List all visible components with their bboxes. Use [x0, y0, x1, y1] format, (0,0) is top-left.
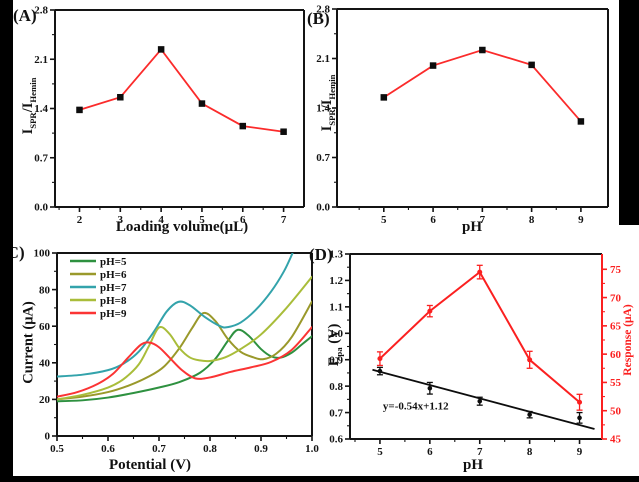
- legend-label: pH=9: [100, 308, 127, 320]
- panel-c-chart: 0.5 0.6 0.7 0.8 0.9 1.0020406080100pH=5pH=6pH…: [34, 248, 320, 455]
- svg-text:2.1: 2.1: [34, 54, 48, 66]
- svg-text:2.1: 2.1: [316, 53, 330, 65]
- curve-pH=7: [57, 253, 294, 378]
- svg-text:1.3: 1.3: [329, 249, 343, 261]
- svg-text:1.4: 1.4: [316, 103, 330, 115]
- curve-pH=9: [57, 326, 312, 398]
- svg-text:5: 5: [381, 214, 387, 226]
- svg-text:6: 6: [430, 214, 436, 226]
- svg-text:100: 100: [34, 248, 51, 260]
- legend-label: pH=7: [100, 282, 127, 294]
- panel-d-yaxis-title: Epa (V): [326, 323, 344, 367]
- series-ISPR/IHemin vs pH: [380, 46, 585, 125]
- svg-text:0.7: 0.7: [329, 407, 343, 419]
- svg-text:8: 8: [527, 446, 533, 458]
- svg-text:70: 70: [610, 292, 622, 304]
- svg-text:40: 40: [39, 358, 51, 370]
- curve-pH=8: [57, 275, 312, 401]
- panel-c-yaxis-title: Current (μA): [20, 301, 37, 384]
- legend-label: pH=5: [100, 256, 127, 268]
- panel-d-y2axis-title: Response (μA): [622, 304, 634, 376]
- curves: [57, 253, 312, 403]
- axes-B: 5 6 7 8 9 0.0 0.7 1.4 2.1 2.8: [316, 4, 609, 226]
- svg-text:8: 8: [529, 214, 535, 226]
- svg-text:6: 6: [427, 446, 433, 458]
- svg-text:1.0: 1.0: [329, 328, 343, 340]
- series-Response (μA): [376, 264, 583, 411]
- panel-a-label: (A): [13, 6, 37, 25]
- svg-text:55: 55: [610, 377, 622, 389]
- svg-text:1.2: 1.2: [329, 275, 343, 287]
- svg-text:0.9: 0.9: [329, 354, 343, 366]
- svg-text:2.8: 2.8: [316, 4, 330, 16]
- svg-text:0.8: 0.8: [203, 443, 217, 455]
- svg-text:2: 2: [77, 214, 83, 226]
- panel-d-chart: 5 6 7 8 9 0.6 0.7 0.8 0.9 1.0 1.1 1.2 1.3 45 50 55 60 65 7…: [329, 249, 621, 458]
- curve-pH=6: [57, 300, 312, 401]
- fit-line: [372, 368, 595, 430]
- svg-text:4: 4: [158, 214, 164, 226]
- svg-text:2.8: 2.8: [34, 5, 48, 17]
- panel-a-xaxis-title: Loading volume(μL): [115, 219, 249, 235]
- svg-text:7: 7: [477, 446, 483, 458]
- svg-text:0.0: 0.0: [316, 202, 330, 214]
- panel-b-xaxis-title: pH: [461, 219, 482, 235]
- svg-text:60: 60: [610, 349, 622, 361]
- svg-text:5: 5: [377, 446, 383, 458]
- svg-text:1.4: 1.4: [34, 103, 48, 115]
- legend-label: pH=8: [100, 295, 127, 307]
- svg-text:1.1: 1.1: [329, 302, 343, 314]
- svg-text:5: 5: [199, 214, 205, 226]
- svg-text:0.6: 0.6: [329, 434, 343, 446]
- svg-text:3: 3: [118, 214, 124, 226]
- svg-text:0.8: 0.8: [329, 381, 343, 393]
- svg-text:1.0: 1.0: [305, 443, 319, 455]
- svg-text:0.7: 0.7: [152, 443, 166, 455]
- svg-text:0.0: 0.0: [34, 202, 48, 214]
- svg-text:80: 80: [39, 284, 51, 296]
- legend: pH=5pH=6pH=7pH=8pH=9: [70, 256, 127, 320]
- svg-text:7: 7: [281, 214, 287, 226]
- svg-text:45: 45: [610, 434, 622, 446]
- panel-d-xaxis-title: pH: [462, 457, 483, 473]
- panel-d-label: (D): [309, 245, 333, 264]
- panel-a-chart: 2 3 4 5 6 7 0.0 0.7 1.4 2.1 2.8: [34, 5, 305, 226]
- panel-c-xaxis-title: Potential (V): [108, 457, 192, 473]
- svg-text:0.9: 0.9: [254, 443, 268, 455]
- svg-text:0.5: 0.5: [50, 443, 64, 455]
- svg-text:0.6: 0.6: [101, 443, 115, 455]
- series-Epa (V): [376, 366, 583, 424]
- panel-b-label: (B): [307, 9, 330, 28]
- axes-D: 5 6 7 8 9 0.6 0.7 0.8 0.9 1.0 1.1 1.2 1.3 45 50 55 60 65 7…: [329, 249, 621, 458]
- scan-border-left: [0, 0, 13, 482]
- svg-text:9: 9: [578, 214, 584, 226]
- svg-text:0.7: 0.7: [34, 152, 48, 164]
- axes-C: 0.5 0.6 0.7 0.8 0.9 1.0 0 20 40 60 80 100: [34, 248, 320, 455]
- panel-a-yaxis-title: ISPR/IHemin: [20, 77, 38, 135]
- svg-text:6: 6: [240, 214, 246, 226]
- svg-text:75: 75: [610, 264, 622, 276]
- panel-b-chart: 5 6 7 8 9 0.0 0.7 1.4 2.1 2.8: [316, 4, 609, 226]
- svg-text:0: 0: [45, 431, 51, 443]
- svg-text:65: 65: [610, 321, 622, 333]
- axes-A: 2 3 4 5 6 7 0.0 0.7 1.4 2.1 2.8: [34, 5, 305, 226]
- svg-text:0.7: 0.7: [316, 152, 330, 164]
- series-ISPR/IHemin vs loading volume: [76, 46, 287, 135]
- panel-b-yaxis-title: ISPR/IHemin: [319, 74, 337, 132]
- scan-border-right: [619, 0, 639, 225]
- legend-label: pH=6: [100, 269, 127, 281]
- svg-text:7: 7: [480, 214, 486, 226]
- fit-equation: y=-0.54x+1.12: [383, 400, 449, 412]
- svg-text:50: 50: [610, 405, 622, 417]
- svg-text:20: 20: [39, 394, 51, 406]
- svg-text:9: 9: [577, 446, 583, 458]
- svg-text:60: 60: [39, 321, 51, 333]
- scan-border-bottom: [0, 476, 639, 482]
